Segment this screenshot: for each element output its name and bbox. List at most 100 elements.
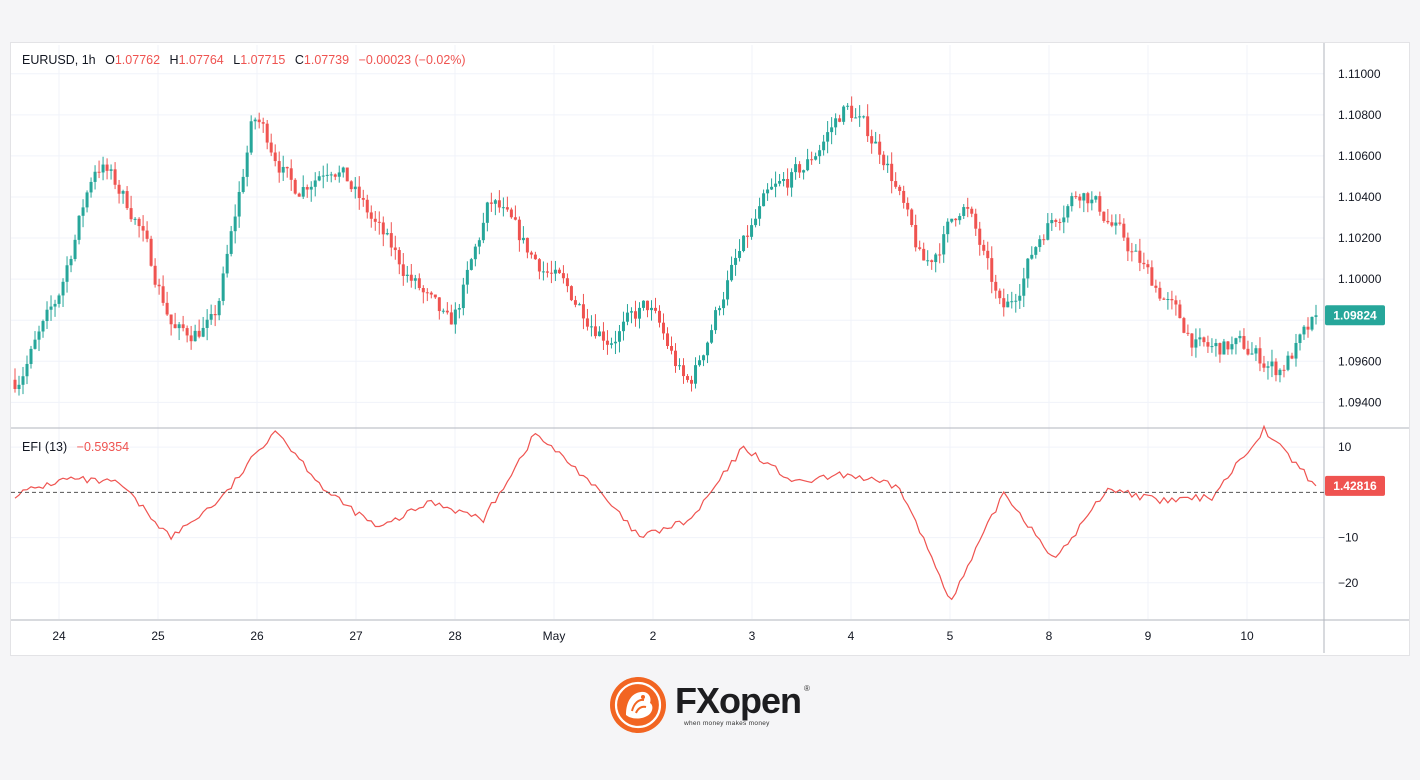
candle-body	[786, 178, 790, 188]
candle-body	[617, 331, 621, 342]
candle-body	[1182, 318, 1186, 333]
candle-body	[1134, 250, 1138, 252]
candle-body	[569, 286, 573, 301]
candle-body	[778, 180, 782, 184]
time-tick-label: 25	[151, 629, 165, 643]
candle-body	[385, 233, 389, 235]
candle-body	[653, 307, 657, 311]
candle-body	[429, 292, 433, 295]
candle-body	[509, 209, 513, 218]
candle-body	[361, 197, 365, 200]
time-tick-label: 28	[448, 629, 462, 643]
candle-body	[838, 118, 842, 122]
candle-body	[457, 308, 461, 310]
candle-body	[858, 116, 862, 118]
candle-body	[465, 269, 469, 285]
candle-body	[445, 310, 449, 313]
candle-body	[666, 333, 670, 347]
candle-body	[521, 237, 525, 241]
candle-body	[197, 330, 201, 337]
candle-body	[1050, 220, 1054, 224]
candle-body	[810, 159, 814, 161]
registered-mark: ®	[804, 684, 810, 693]
candle-body	[1014, 300, 1018, 302]
candle-body	[1126, 237, 1130, 252]
candle-body	[846, 105, 850, 107]
candle-body	[561, 273, 565, 279]
candle-body	[1146, 264, 1150, 268]
candle-body	[1178, 304, 1182, 319]
candle-body	[898, 186, 902, 191]
candle-body	[401, 264, 405, 276]
candle-body	[946, 221, 950, 235]
chart-panel: 1.11000 1.10800 1.10600 1.10400 1.10200 1.100…	[10, 42, 1410, 656]
candle-body	[493, 200, 497, 204]
candle-body	[782, 178, 786, 181]
candle-body	[722, 299, 726, 309]
candle-body	[826, 132, 830, 142]
efi-label[interactable]: EFI (13)	[22, 440, 68, 454]
candle-body	[1198, 337, 1202, 340]
candle-body	[762, 193, 766, 207]
candle-body	[1190, 333, 1194, 348]
candle-body	[233, 216, 237, 232]
brand-tagline: when money makes money	[684, 720, 770, 727]
candle-body	[862, 116, 866, 118]
change-value: −0.00023 (−0.02%)	[358, 53, 466, 67]
candle-body	[513, 217, 517, 220]
candle-body	[649, 307, 653, 311]
symbol-label[interactable]: EURUSD, 1h	[22, 53, 96, 67]
candle-body	[41, 321, 45, 332]
candle-body	[954, 218, 958, 221]
candle-body	[313, 180, 317, 187]
candle-body	[325, 174, 329, 176]
candle-body	[641, 300, 645, 308]
candle-body	[1130, 251, 1134, 253]
candle-body	[417, 278, 421, 289]
candle-body	[1066, 206, 1070, 218]
candle-body	[201, 327, 205, 337]
candle-body	[329, 174, 333, 176]
candle-body	[657, 310, 661, 323]
candle-body	[1018, 295, 1022, 301]
candle-body	[678, 365, 682, 367]
candle-body	[473, 246, 477, 260]
candle-body	[1222, 341, 1226, 355]
candle-body	[549, 272, 553, 274]
candle-body	[1274, 361, 1278, 376]
candle-body	[425, 292, 429, 294]
candle-body	[1162, 298, 1166, 300]
candle-body	[173, 324, 177, 329]
candle-body	[309, 186, 313, 190]
price-tick-label: 1.10800	[1338, 108, 1382, 122]
candle-body	[297, 193, 301, 197]
candle-body	[1122, 223, 1126, 238]
candle-body	[1202, 337, 1206, 343]
candle-body	[1262, 363, 1266, 368]
candle-body	[469, 259, 473, 270]
candle-body	[381, 222, 385, 235]
candle-body	[517, 219, 521, 241]
candle-body	[117, 184, 121, 194]
candlestick-series	[13, 96, 1318, 396]
candle-body	[661, 322, 665, 334]
candle-body	[369, 212, 373, 219]
candle-body	[978, 228, 982, 245]
candle-body	[770, 186, 774, 190]
efi-value: −0.59354	[76, 440, 130, 454]
candle-body	[822, 141, 826, 151]
candle-body	[357, 186, 361, 198]
candle-body	[121, 191, 125, 194]
candle-body	[317, 176, 321, 181]
candle-body	[177, 324, 181, 329]
time-tick-label: 10	[1240, 629, 1254, 643]
candle-body	[1114, 222, 1118, 226]
candle-body	[597, 331, 601, 337]
chart-canvas[interactable]: 1.11000 1.10800 1.10600 1.10400 1.10200 1.100…	[11, 43, 1409, 655]
time-tick-label: 24	[52, 629, 66, 643]
candle-body	[798, 164, 802, 173]
time-tick-label: 26	[250, 629, 264, 643]
candle-body	[377, 221, 381, 223]
candle-body	[533, 254, 537, 260]
candle-body	[1306, 326, 1310, 330]
